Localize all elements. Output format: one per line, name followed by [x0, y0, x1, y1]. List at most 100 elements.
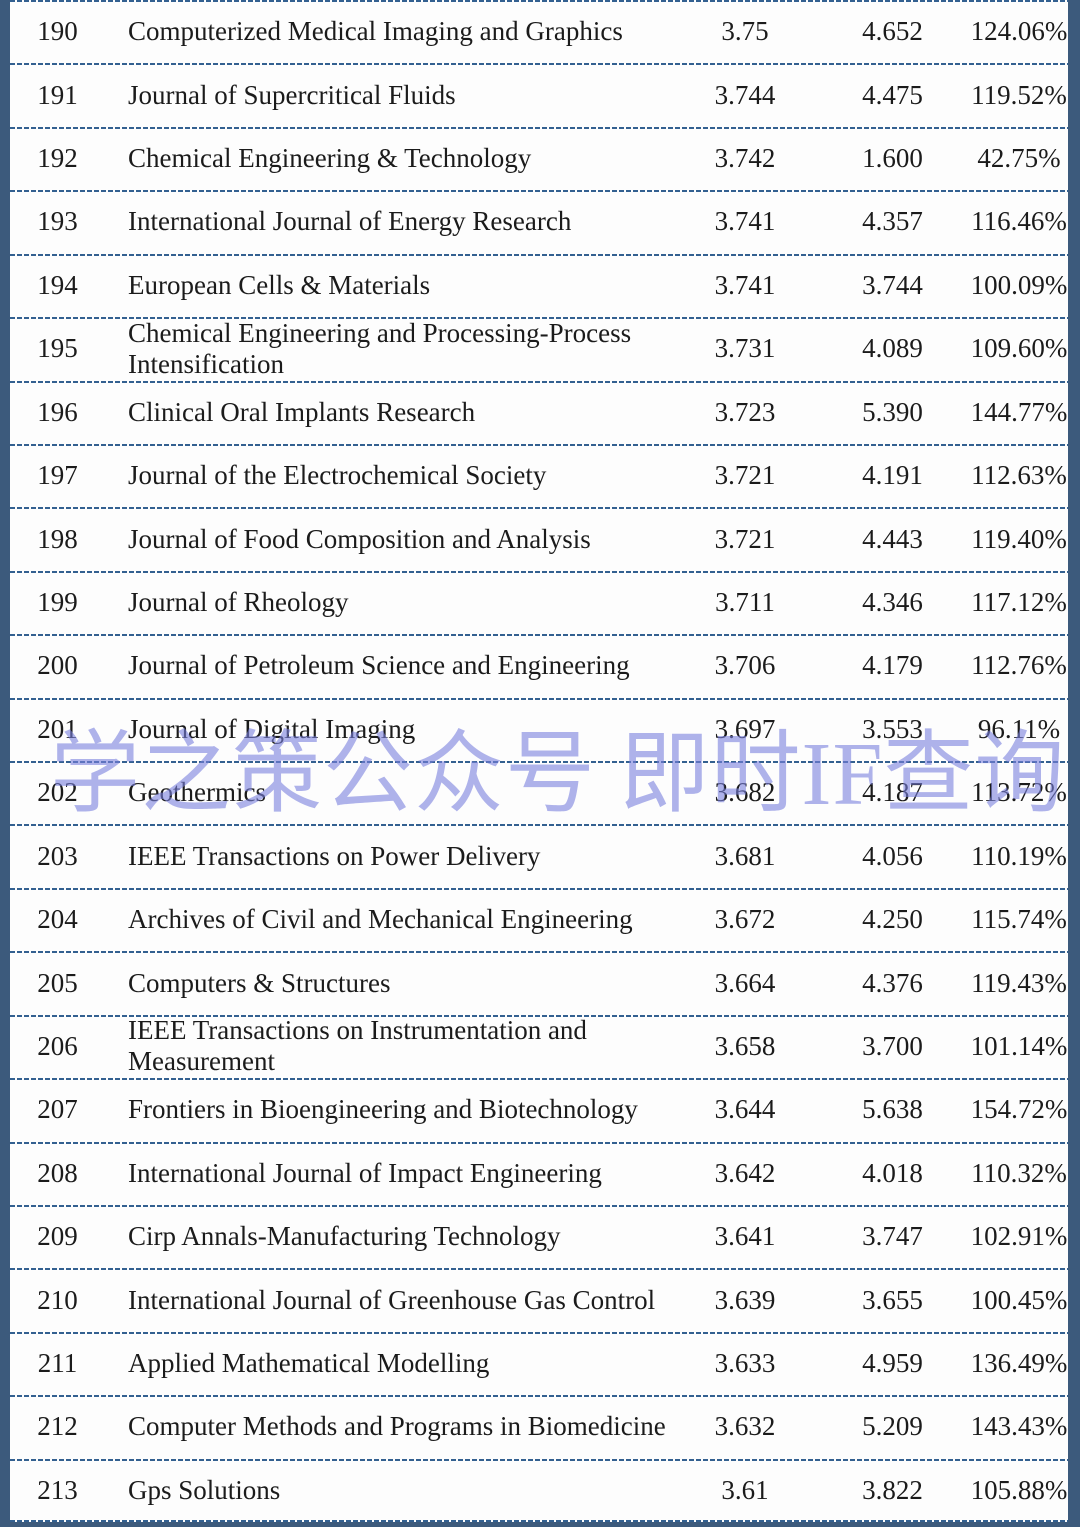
if-value-cell: 3.711 — [715, 587, 775, 617]
table-row: 199 Journal of Rheology 3.711 4.346 117.12% — [10, 570, 1068, 634]
realtime-if-cell: 4.191 — [862, 460, 923, 491]
realtime-if-cell: 4.475 — [862, 79, 923, 110]
if-value-cell: 3.639 — [714, 1284, 776, 1315]
realtime-if-cell: 4.250 — [862, 904, 923, 935]
journal-name: IEEE Transactions on Instrumentation and… — [128, 1015, 587, 1077]
percent-cell: 112.76% — [971, 650, 1067, 681]
journal-name: International Journal of Energy Research — [128, 206, 572, 237]
if-value-cell: 3.741 — [714, 269, 776, 300]
percent-cell: 110.19% — [971, 840, 1067, 871]
realtime-if-cell: 4.357 — [862, 206, 923, 237]
journal-name: Computerized Medical Imaging and Graphic… — [128, 16, 623, 47]
if-value-cell: 3.658 — [714, 1030, 776, 1061]
rank-cell: 213 — [37, 1474, 78, 1505]
journal-name: Journal of the Electrochemical Society — [128, 460, 547, 491]
percent-cell: 136.49% — [970, 1348, 1068, 1379]
rank-cell: 200 — [37, 650, 78, 681]
percent-cell: 100.09% — [970, 269, 1068, 300]
rank-cell: 197 — [37, 460, 78, 491]
journal-name: Journal of Food Composition and Analysis — [128, 523, 591, 554]
if-value-cell: 3.644 — [714, 1094, 776, 1125]
if-value-cell: 3.672 — [714, 904, 776, 935]
rank-cell: 190 — [37, 16, 78, 47]
realtime-if-cell: 4.376 — [862, 967, 923, 998]
percent-cell: 42.75% — [977, 143, 1061, 174]
rank-cell: 204 — [37, 904, 78, 935]
journal-name: International Journal of Impact Engineer… — [128, 1157, 602, 1188]
realtime-if-cell: 4.346 — [862, 587, 923, 617]
if-value-cell: 3.741 — [714, 206, 776, 237]
journal-name: Journal of Rheology — [128, 587, 349, 617]
rank-cell: 198 — [37, 523, 78, 554]
journal-name: IEEE Transactions on Power Delivery — [128, 840, 541, 871]
if-value-cell: 3.744 — [714, 79, 776, 110]
rank-cell: 199 — [37, 587, 78, 617]
rank-cell: 201 — [37, 713, 78, 744]
percent-cell: 143.43% — [970, 1411, 1068, 1442]
table-row: 193 International Journal of Energy Resea… — [10, 190, 1068, 253]
if-value-cell: 3.642 — [714, 1157, 776, 1188]
rank-cell: 193 — [37, 206, 78, 237]
percent-cell: 117.12% — [971, 587, 1067, 617]
percent-cell: 119.52% — [971, 79, 1067, 110]
if-value-cell: 3.742 — [714, 143, 776, 174]
realtime-if-cell: 3.655 — [862, 1284, 923, 1315]
realtime-if-cell: 1.600 — [862, 143, 923, 174]
journal-name: Frontiers in Bioengineering and Biotechn… — [128, 1094, 638, 1125]
percent-cell: 101.14% — [970, 1030, 1068, 1061]
if-value-cell: 3.664 — [714, 967, 776, 998]
realtime-if-cell: 3.744 — [862, 269, 923, 300]
if-value-cell: 3.721 — [714, 523, 776, 554]
journal-name: Cirp Annals-Manufacturing Technology — [128, 1221, 561, 1252]
if-value-cell: 3.681 — [714, 840, 776, 871]
table-row: 200 Journal of Petroleum Science and Engi… — [10, 634, 1068, 697]
rank-cell: 208 — [37, 1157, 78, 1188]
realtime-if-cell: 4.179 — [862, 650, 923, 681]
table-row: 195 Chemical Engineering and Processing-P… — [10, 317, 1068, 380]
journal-name: International Journal of Greenhouse Gas … — [128, 1284, 656, 1315]
table-row: 209 Cirp Annals-Manufacturing Technology 3… — [10, 1205, 1068, 1268]
table-row: 202 Geothermics 3.682 4.187 113.72% — [10, 761, 1068, 824]
realtime-if-cell: 4.652 — [862, 16, 923, 47]
realtime-if-cell: 5.390 — [862, 396, 923, 427]
journal-name: Journal of Petroleum Science and Enginee… — [128, 650, 630, 681]
table-row: 190 Computerized Medical Imaging and Grap… — [10, 0, 1068, 63]
percent-cell: 109.60% — [970, 333, 1068, 364]
percent-cell: 112.63% — [971, 460, 1067, 491]
percent-cell: 115.74% — [971, 904, 1067, 935]
if-value-cell: 3.706 — [714, 650, 776, 681]
rank-cell: 207 — [37, 1094, 78, 1125]
percent-cell: 124.06% — [970, 16, 1068, 47]
table-row: 192 Chemical Engineering & Technology 3.74… — [10, 126, 1068, 190]
if-value-cell: 3.721 — [714, 460, 776, 491]
percent-cell: 105.88% — [970, 1474, 1068, 1505]
table-row: 198 Journal of Food Composition and Analy… — [10, 507, 1068, 570]
table-row: 212 Computer Methods and Programs in Biom… — [10, 1395, 1068, 1458]
realtime-if-cell: 3.553 — [862, 713, 923, 744]
rank-cell: 209 — [37, 1221, 78, 1252]
journal-name: Journal of Digital Imaging — [128, 713, 416, 744]
rank-cell: 203 — [37, 840, 78, 871]
rank-cell: 212 — [37, 1411, 78, 1442]
journal-name: Computer Methods and Programs in Biomedi… — [128, 1411, 666, 1442]
rank-cell: 202 — [37, 777, 78, 808]
realtime-if-cell: 4.959 — [862, 1348, 923, 1379]
percent-cell: 144.77% — [970, 396, 1068, 427]
rank-cell: 195 — [37, 333, 78, 364]
journal-name: Gps Solutions — [128, 1474, 281, 1505]
table-row: 194 European Cells & Materials 3.741 3.744 1… — [10, 253, 1068, 317]
if-value-cell: 3.641 — [714, 1221, 776, 1252]
table-row: 207 Frontiers in Bioengineering and Biote… — [10, 1078, 1068, 1141]
if-value-cell: 3.61 — [721, 1474, 769, 1505]
journal-name: Chemical Engineering & Technology — [128, 143, 532, 174]
realtime-if-cell: 4.089 — [862, 333, 923, 364]
percent-cell: 154.72% — [970, 1094, 1068, 1125]
journal-name: Geothermics — [128, 777, 266, 808]
realtime-if-cell: 4.443 — [862, 523, 923, 554]
journal-name: European Cells & Materials — [128, 269, 431, 300]
if-value-cell: 3.75 — [721, 16, 769, 47]
table-row: 196 Clinical Oral Implants Research 3.723 5… — [10, 380, 1068, 444]
percent-cell: 110.32% — [971, 1157, 1067, 1188]
rank-cell: 206 — [37, 1030, 78, 1061]
